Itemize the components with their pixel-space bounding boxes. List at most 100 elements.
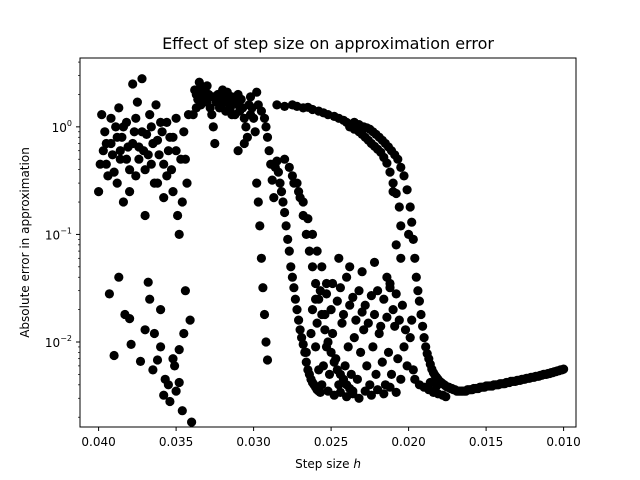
data-point [171, 386, 181, 396]
data-point [393, 354, 403, 364]
data-point [352, 374, 362, 384]
data-point [349, 333, 359, 343]
data-point [182, 178, 192, 188]
y-axis-ticks: 100 10−1 10−2 [45, 61, 80, 418]
data-point [369, 257, 380, 267]
data-point [111, 122, 121, 132]
data-point [356, 347, 366, 357]
data-point [249, 113, 259, 123]
data-point [365, 380, 375, 390]
data-point [132, 97, 142, 107]
data-point [394, 315, 404, 325]
data-point [385, 167, 395, 177]
data-point [363, 318, 373, 328]
data-point [382, 312, 392, 322]
data-point [338, 309, 349, 320]
data-point [414, 296, 424, 306]
data-point [262, 132, 273, 142]
data-point [307, 229, 318, 239]
data-point [210, 138, 220, 149]
data-point [394, 202, 404, 212]
data-point [252, 178, 262, 188]
data-point [405, 202, 415, 212]
data-point [354, 286, 364, 296]
data-point [321, 289, 332, 299]
data-point [146, 122, 156, 132]
data-point [163, 380, 173, 390]
data-point [385, 382, 395, 392]
data-point [287, 171, 297, 181]
data-point [303, 214, 313, 224]
data-point [143, 277, 153, 287]
data-point [345, 300, 355, 310]
data-point [170, 361, 180, 371]
data-point [335, 283, 345, 293]
data-point [100, 127, 110, 137]
data-point [402, 185, 412, 195]
x-tick-label: 0.025 [314, 435, 348, 449]
data-point [304, 246, 314, 256]
data-point [239, 138, 249, 149]
data-point [262, 355, 273, 365]
y-axis-label: Absolute error in approximation [18, 147, 32, 338]
data-point [101, 138, 111, 149]
x-tick-label: 0.015 [469, 435, 503, 449]
x-tick-label: 0.030 [236, 435, 270, 449]
data-point [173, 210, 183, 221]
data-point [317, 262, 327, 272]
data-point [360, 300, 370, 310]
data-point [301, 347, 311, 357]
data-point [259, 113, 270, 123]
data-point [168, 354, 178, 364]
data-point [208, 92, 218, 102]
data-point [396, 162, 406, 172]
data-point [207, 110, 217, 120]
data-point [269, 193, 279, 203]
data-point [185, 315, 195, 325]
data-point [106, 113, 116, 123]
y-tick-label: 100 [52, 119, 72, 135]
x-axis-ticks: 0.040 0.035 0.030 0.025 0.020 0.015 0.010 [81, 427, 581, 449]
data-point [345, 262, 355, 272]
data-point [241, 122, 251, 132]
data-point [253, 197, 263, 207]
data-point [97, 110, 107, 120]
data-point [307, 262, 318, 272]
data-point [143, 150, 153, 160]
data-point [208, 122, 218, 132]
y-tick-label: 10−1 [45, 226, 72, 242]
data-point [109, 350, 119, 361]
data-point [159, 193, 169, 203]
data-point [152, 355, 163, 365]
data-point [163, 146, 173, 156]
data-point [294, 315, 304, 325]
data-point [295, 325, 305, 335]
data-point [131, 113, 141, 123]
data-point [168, 187, 178, 197]
data-point [289, 178, 299, 188]
data-point [411, 272, 421, 282]
data-point [272, 100, 282, 110]
data-point [125, 187, 135, 197]
data-point [388, 187, 398, 197]
data-point [94, 187, 104, 197]
scatter-points [94, 74, 569, 427]
data-point [114, 272, 124, 282]
data-point [252, 87, 262, 97]
data-point [385, 278, 395, 289]
data-point [267, 175, 277, 185]
data-point [314, 365, 324, 375]
data-point [275, 178, 285, 188]
data-point [281, 221, 291, 231]
x-tick-label: 0.040 [81, 435, 115, 449]
y-tick-label: 10−2 [45, 334, 72, 350]
chart-title: Effect of step size on approximation err… [162, 34, 494, 53]
data-point [407, 315, 417, 325]
data-point [320, 309, 330, 320]
data-point [397, 300, 407, 310]
data-point [366, 390, 376, 400]
x-tick-label: 0.010 [546, 435, 580, 449]
data-point [280, 207, 290, 218]
data-point [149, 178, 159, 188]
data-point [95, 159, 105, 169]
